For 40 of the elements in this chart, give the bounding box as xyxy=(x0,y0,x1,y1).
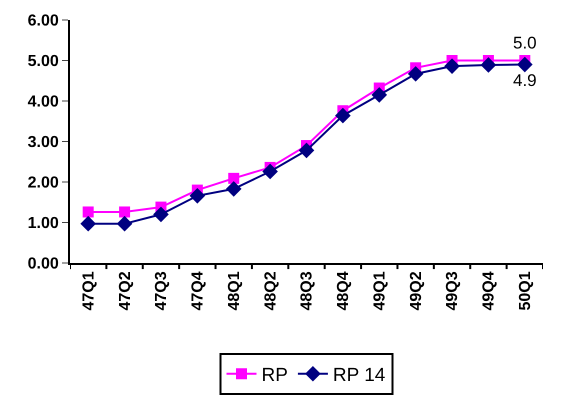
point xyxy=(444,58,460,74)
x-tick-label: 48Q3 xyxy=(298,271,316,311)
data-label: 5.0 xyxy=(512,33,537,52)
y-tick-label: 3.00 xyxy=(28,134,59,152)
point xyxy=(190,188,206,204)
x-tick-label: 49Q3 xyxy=(444,271,462,311)
point xyxy=(480,57,496,73)
x-tick-label: 48Q2 xyxy=(262,271,280,311)
x-tick-label: 49Q4 xyxy=(480,271,498,311)
x-tick-label: 49Q1 xyxy=(371,271,388,311)
point xyxy=(262,164,278,180)
x-tick-label: 48Q4 xyxy=(335,271,352,311)
y-tick-label: 1.00 xyxy=(28,215,59,232)
x-tick-label: 48Q1 xyxy=(226,271,243,311)
data-label: 4.9 xyxy=(512,70,537,90)
y-tick-label: 4.00 xyxy=(28,94,59,111)
legend-label: RP 14 xyxy=(332,365,386,386)
point xyxy=(119,206,130,218)
x-tick-label: 47Q3 xyxy=(153,271,170,311)
x-tick-label: 49Q2 xyxy=(408,271,425,311)
legend-label: RP xyxy=(262,365,288,386)
y-tick-label: 0.00 xyxy=(28,256,59,273)
point xyxy=(153,206,169,222)
x-tick-label: 50Q1 xyxy=(517,271,534,311)
x-tick-label: 47Q2 xyxy=(116,271,134,311)
point xyxy=(371,87,388,103)
point xyxy=(116,216,132,232)
point xyxy=(82,206,94,218)
y-tick-label: 5.00 xyxy=(28,53,59,70)
point xyxy=(335,108,351,124)
point xyxy=(517,56,533,72)
point xyxy=(408,66,424,82)
point xyxy=(228,172,240,184)
x-tick-label: 47Q1 xyxy=(80,271,98,311)
point xyxy=(298,142,314,158)
x-tick-label: 47Q4 xyxy=(190,271,207,311)
point xyxy=(226,181,242,197)
point xyxy=(80,216,96,232)
y-tick-label: 2.00 xyxy=(28,174,59,192)
y-tick-label: 6.00 xyxy=(28,12,59,30)
